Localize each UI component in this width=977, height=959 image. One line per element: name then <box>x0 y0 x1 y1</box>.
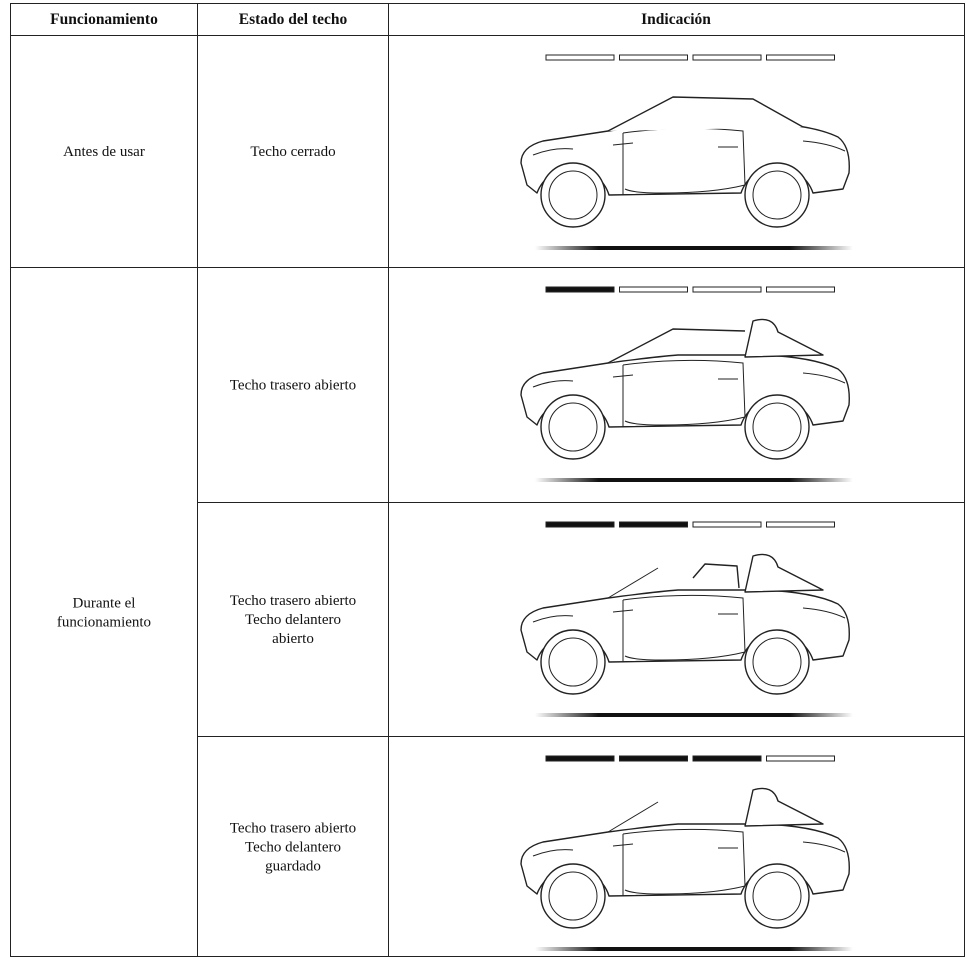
table-borders <box>10 3 965 957</box>
cell-text: Techo delantero <box>245 612 341 628</box>
body-cells: Antes de usar Durante el funcionamiento Tec… <box>57 144 356 875</box>
progress-segment <box>766 286 835 293</box>
progress-segment <box>619 755 688 762</box>
roof <box>607 96 804 132</box>
header-cell: Indicación <box>641 11 711 28</box>
rear-roof <box>744 787 824 827</box>
rear-roof <box>744 318 824 358</box>
progress-segment <box>545 286 615 293</box>
cell-text: Techo trasero abierto <box>230 821 356 837</box>
ground-shadow <box>535 478 853 482</box>
windshield <box>607 567 659 599</box>
progress-segment <box>545 755 615 762</box>
header: Funcionamiento Estado del techo Indicaci… <box>50 11 711 28</box>
cell-text: Techo trasero abierto <box>230 593 356 609</box>
progress-segment <box>692 54 762 61</box>
car-illustration <box>520 589 850 695</box>
front-roof <box>607 328 746 364</box>
windshield <box>607 801 659 833</box>
cell-text: Antes de usar <box>63 144 145 160</box>
cell-text: funcionamiento <box>57 615 151 631</box>
car-illustration <box>520 354 850 460</box>
progress-segment <box>766 54 835 61</box>
rear-roof <box>744 553 824 593</box>
progress-segment <box>766 521 835 528</box>
header-cell: Funcionamiento <box>50 11 158 28</box>
progress-segment <box>692 521 762 528</box>
progress-segment <box>692 286 762 293</box>
progress-segment <box>545 521 615 528</box>
cell-text: Techo cerrado <box>250 144 335 160</box>
progress-segment <box>545 54 615 61</box>
ground-shadow <box>535 246 853 250</box>
cell-text: guardado <box>265 859 321 875</box>
ground-shadow <box>535 947 853 951</box>
cell-text: Durante el <box>73 596 136 612</box>
front-roof <box>692 563 740 589</box>
progress-segment <box>619 54 688 61</box>
header-cell: Estado del techo <box>239 11 348 28</box>
progress-segment <box>766 755 835 762</box>
progress-segment <box>619 521 688 528</box>
indicators <box>520 54 853 951</box>
cell-text: Techo trasero abierto <box>230 378 356 394</box>
ground-shadow <box>535 713 853 717</box>
cell-text: Techo delantero <box>245 840 341 856</box>
progress-segment <box>692 755 762 762</box>
car-illustration <box>520 823 850 929</box>
cell-text: abierto <box>272 631 314 647</box>
car-illustration <box>520 122 850 228</box>
progress-segment <box>619 286 688 293</box>
